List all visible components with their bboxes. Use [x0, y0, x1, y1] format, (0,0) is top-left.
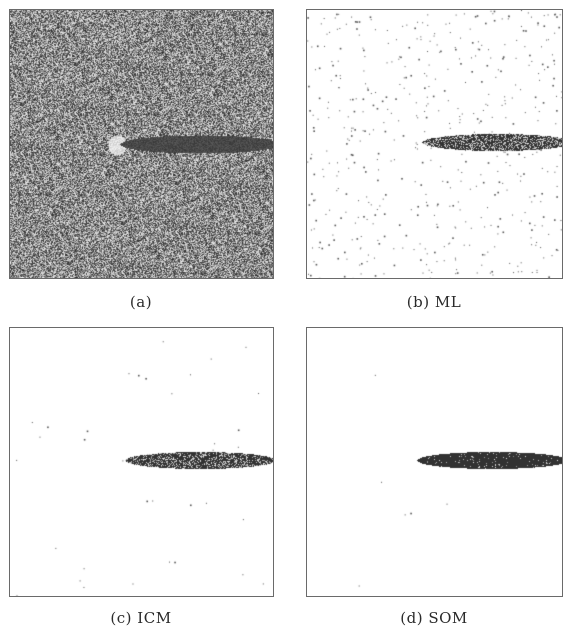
som-segmentation-canvas — [307, 328, 562, 596]
icm-segmentation-canvas — [10, 328, 273, 596]
ml-segmentation-canvas — [307, 10, 562, 278]
panel-a-noisy-image — [9, 9, 274, 279]
caption-a: (a) — [129, 293, 153, 311]
panel-b-ml-segmentation — [306, 9, 563, 279]
caption-c: (c) ICM — [110, 609, 172, 627]
noisy-image-canvas — [10, 10, 273, 278]
panel-c-icm-segmentation — [9, 327, 274, 597]
caption-b: (b) ML — [406, 293, 462, 311]
caption-d: (d) SOM — [400, 609, 468, 627]
panel-d-som-segmentation — [306, 327, 563, 597]
